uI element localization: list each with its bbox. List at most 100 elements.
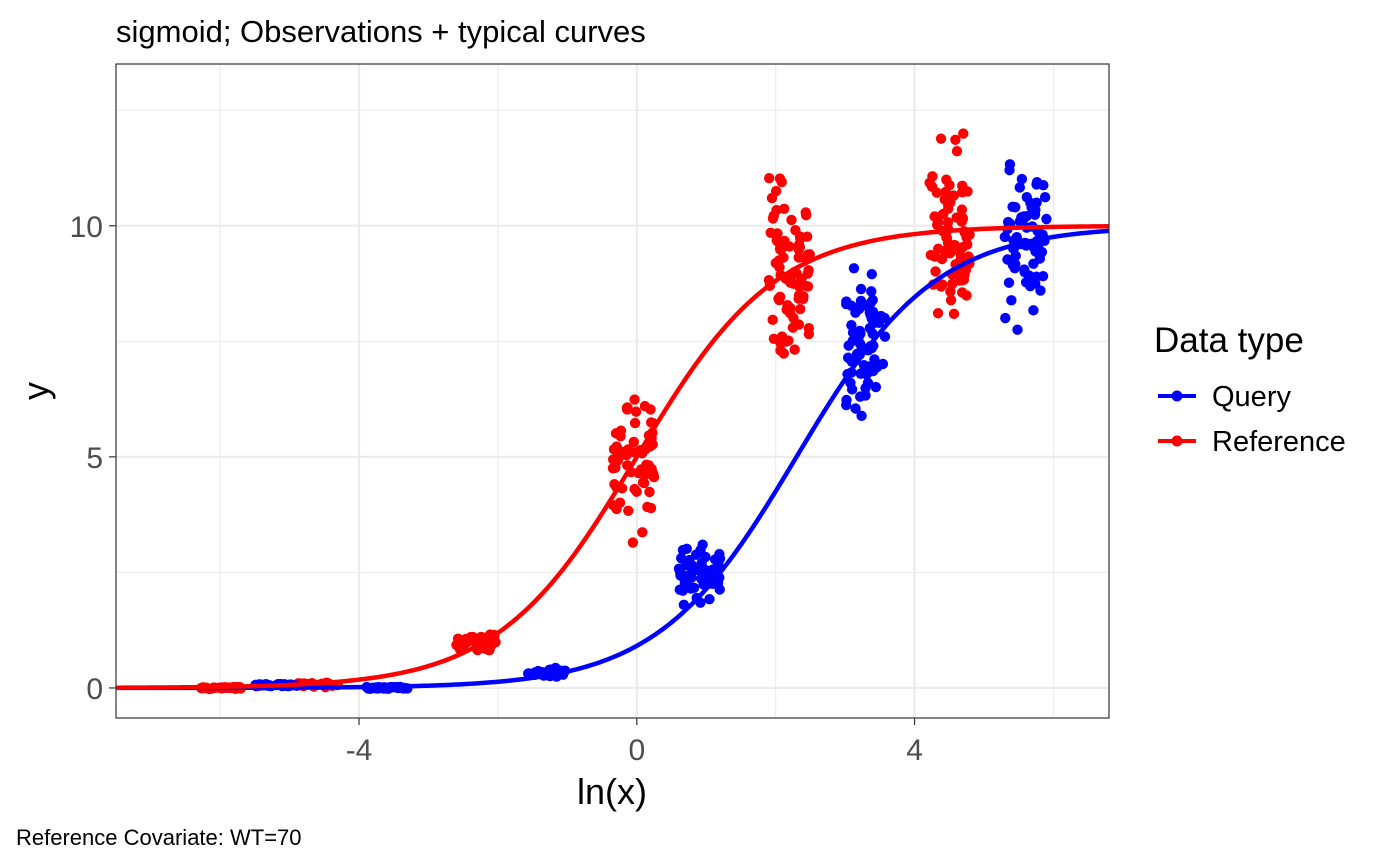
point-query: [841, 298, 852, 310]
point-query: [697, 571, 708, 582]
x-axis-ticks: -4 0 4: [346, 718, 923, 767]
point-query: [1002, 254, 1013, 265]
point-reference: [629, 417, 641, 429]
point-query: [853, 331, 864, 343]
point-reference: [803, 323, 815, 334]
point-query: [999, 231, 1011, 243]
point-reference: [637, 477, 649, 488]
point-reference: [798, 291, 809, 302]
point-reference: [611, 441, 622, 452]
point-query: [714, 553, 726, 564]
point-query: [877, 358, 889, 370]
point-reference: [630, 406, 642, 417]
point-reference: [932, 308, 944, 319]
point-reference: [610, 428, 622, 439]
legend-key-query-dot: [1171, 390, 1183, 402]
point-reference: [950, 134, 961, 146]
point-query: [866, 269, 877, 280]
point-reference: [778, 348, 789, 359]
point-query: [1028, 305, 1039, 316]
point-reference: [939, 194, 950, 205]
point-query: [1023, 270, 1035, 281]
point-query: [697, 539, 708, 550]
point-reference: [766, 192, 778, 204]
point-reference: [936, 253, 948, 265]
point-reference: [789, 344, 800, 355]
point-query: [855, 368, 866, 379]
y-tick-label: 5: [86, 442, 103, 475]
point-reference: [637, 527, 648, 538]
point-reference: [767, 213, 779, 224]
legend-key-reference-dot: [1171, 435, 1183, 447]
grid-major: [116, 64, 1109, 718]
point-query: [1019, 212, 1030, 224]
point-reference: [647, 439, 658, 450]
point-reference: [935, 133, 947, 144]
point-reference: [619, 448, 631, 459]
point-reference: [623, 505, 634, 516]
point-reference: [794, 281, 805, 292]
point-reference: [942, 203, 954, 214]
point-query: [681, 575, 693, 586]
point-query: [1004, 159, 1016, 170]
point-reference: [796, 273, 807, 285]
point-reference: [784, 241, 795, 252]
point-query: [1041, 213, 1052, 225]
point-query: [1028, 241, 1039, 253]
point-reference: [961, 290, 972, 301]
point-reference: [775, 338, 786, 349]
point-reference: [924, 177, 935, 188]
point-query: [870, 381, 882, 393]
point-reference: [629, 394, 640, 405]
point-query: [1031, 176, 1043, 188]
point-query: [1011, 231, 1022, 243]
point-reference: [644, 486, 655, 498]
point-query: [843, 340, 854, 351]
point-reference: [763, 172, 775, 184]
point-query: [879, 331, 891, 342]
x-tick-label: 4: [906, 734, 923, 767]
point-query: [855, 283, 867, 295]
x-tick-label: 0: [628, 734, 645, 767]
point-reference: [795, 303, 806, 315]
point-reference: [776, 176, 787, 188]
legend-entry-reference: Reference: [1158, 426, 1346, 458]
point-reference: [931, 187, 943, 198]
point-reference: [802, 281, 814, 292]
point-query: [689, 565, 701, 576]
caption: Reference Covariate: WT=70: [16, 825, 302, 850]
point-reference: [765, 227, 776, 238]
y-tick-label: 0: [86, 673, 103, 706]
point-reference: [932, 211, 944, 223]
point-query: [1030, 278, 1041, 289]
curve-query: [116, 228, 1110, 691]
point-reference: [639, 400, 651, 412]
y-axis-ticks: 0 5 10: [70, 211, 116, 706]
legend-entry-query: Query: [1158, 381, 1291, 413]
point-reference: [786, 214, 797, 226]
point-reference: [937, 279, 948, 290]
point-reference: [958, 128, 969, 139]
typical-curves: [115, 224, 1110, 691]
point-reference: [957, 214, 968, 225]
grid-minor: [116, 64, 1109, 718]
point-reference: [941, 232, 952, 243]
x-tick-label: -4: [346, 734, 373, 767]
point-reference: [951, 146, 963, 157]
point-query: [681, 543, 692, 555]
point-query: [1029, 200, 1040, 211]
point-reference: [801, 231, 813, 242]
point-reference: [944, 179, 955, 191]
point-reference: [960, 264, 972, 276]
point-query: [850, 303, 861, 315]
point-reference: [642, 501, 653, 513]
y-tick-label: 10: [70, 211, 103, 244]
point-reference: [784, 307, 796, 319]
point-query: [674, 584, 686, 595]
point-query: [856, 410, 867, 422]
point-reference: [947, 278, 958, 290]
point-query: [855, 295, 867, 307]
point-reference: [641, 468, 653, 480]
point-reference: [627, 537, 639, 548]
point-query: [854, 391, 866, 402]
